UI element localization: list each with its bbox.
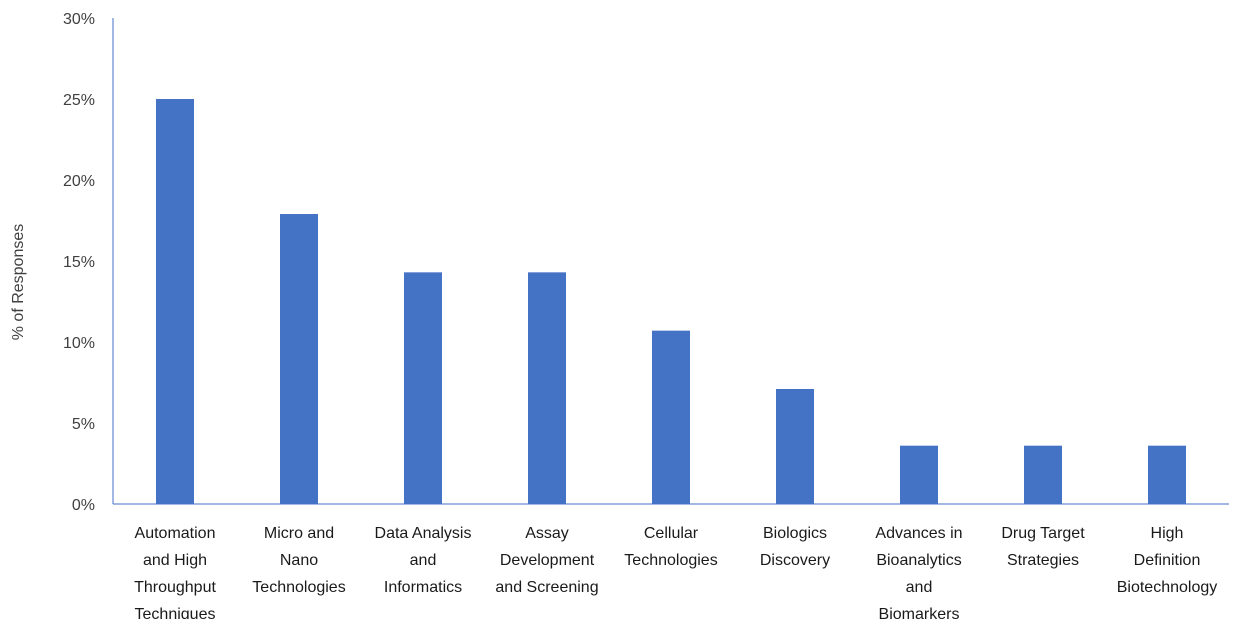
x-tick-label: Data Analysis and Informatics <box>375 525 472 596</box>
bar <box>776 388 814 504</box>
y-tick-label: 25% <box>63 92 95 109</box>
bar <box>1024 445 1062 504</box>
y-tick-label: 30% <box>63 11 95 28</box>
bar <box>280 214 318 504</box>
y-axis-ticks: 0% 5% 10% 15% 20% 25% 30% <box>63 11 95 514</box>
x-tick-label: Cellular Technologies <box>624 525 717 569</box>
x-tick-label: Assay Development and Screening <box>495 525 598 596</box>
x-tick-label: High Definition Biotechnology <box>1117 525 1218 596</box>
x-tick-label: Automation and High Throughput Techniques <box>134 525 216 619</box>
bar <box>156 99 194 504</box>
bar <box>1148 445 1186 504</box>
y-tick-label: 15% <box>63 254 95 271</box>
y-tick-label: 10% <box>63 335 95 352</box>
x-tick-label: Biologics Discovery <box>760 525 830 569</box>
y-tick-label: 20% <box>63 173 95 190</box>
x-tick-label: Micro and Nano Technologies <box>252 525 345 596</box>
bars <box>156 99 1186 504</box>
x-axis-labels: Automation and High Throughput Techniques Mi… <box>134 525 1217 619</box>
bar <box>404 272 442 504</box>
y-axis-title: % of Responses <box>10 224 27 341</box>
bar <box>652 330 690 504</box>
bar <box>900 445 938 504</box>
bar <box>528 272 566 504</box>
y-tick-label: 0% <box>72 497 95 514</box>
x-tick-label: Drug Target Strategies <box>1001 525 1085 569</box>
x-tick-label: Advances in Bioanalytics and Biomarkers <box>875 525 962 619</box>
y-tick-label: 5% <box>72 416 95 433</box>
